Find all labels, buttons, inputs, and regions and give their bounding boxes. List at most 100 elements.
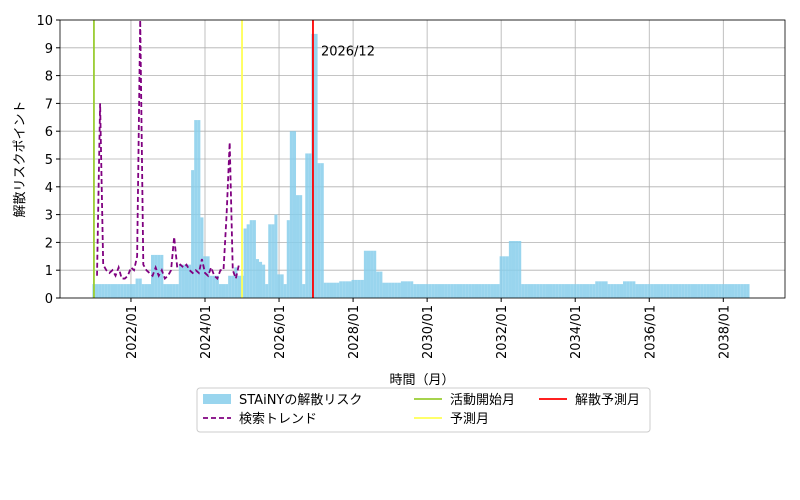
bar (672, 284, 676, 298)
bar (410, 281, 414, 298)
bar (471, 284, 475, 298)
bar (200, 217, 204, 298)
bar (663, 284, 667, 298)
bar (265, 284, 269, 298)
bar (416, 284, 420, 298)
bar (734, 284, 738, 298)
bar (203, 256, 207, 298)
bar (317, 163, 321, 298)
bar (218, 284, 222, 298)
bar (286, 220, 290, 298)
bar (181, 264, 185, 298)
bar (641, 284, 645, 298)
x-tick-label: 2024/01 (199, 305, 214, 359)
bar (360, 279, 364, 298)
bar (693, 284, 698, 298)
bar (144, 284, 148, 298)
bar (326, 282, 330, 298)
bar (314, 33, 318, 299)
bar (613, 284, 617, 298)
bar (579, 284, 583, 298)
bar (305, 153, 309, 298)
bar (727, 284, 732, 298)
bar (576, 284, 580, 298)
bar (333, 282, 337, 298)
bar (700, 284, 704, 298)
bar (234, 267, 238, 298)
bar (394, 282, 398, 298)
x-tick-label: 2030/01 (421, 305, 436, 359)
bar (586, 284, 590, 298)
bar (419, 284, 423, 298)
bar (138, 278, 142, 298)
bar (348, 281, 352, 298)
bar (215, 275, 219, 298)
legend-label: STAiNYの解散リスク (239, 393, 362, 408)
bar (746, 284, 750, 298)
bar (172, 284, 176, 298)
bar (573, 284, 577, 298)
bar (468, 284, 472, 298)
bar (197, 120, 201, 298)
bar (95, 284, 99, 298)
bar (274, 214, 278, 298)
bar (493, 284, 497, 298)
bar (370, 250, 374, 298)
bar (444, 284, 448, 298)
bar (629, 281, 633, 298)
bar (623, 281, 627, 298)
x-tick-label: 2022/01 (125, 305, 140, 359)
bar (339, 281, 343, 298)
bar (283, 284, 287, 298)
bar (225, 284, 229, 298)
bar (363, 250, 367, 298)
bar (478, 284, 482, 298)
bar (724, 284, 728, 298)
bar (376, 271, 380, 298)
bar (681, 284, 685, 298)
bar (715, 284, 719, 298)
bar (382, 282, 386, 298)
y-tick-label: 5 (45, 153, 53, 168)
bar (296, 195, 300, 298)
bar (499, 256, 503, 298)
bar (268, 224, 272, 298)
bar (635, 284, 639, 298)
bar (607, 284, 611, 298)
bar (644, 284, 648, 298)
bar (391, 282, 395, 298)
bar (712, 284, 716, 298)
bar (684, 284, 688, 298)
bar (669, 284, 673, 298)
bar (521, 284, 525, 298)
bar (604, 281, 608, 298)
bar (188, 264, 192, 298)
bar (638, 284, 642, 298)
bar (687, 284, 691, 298)
x-axis-label: 時間（月） (389, 373, 454, 388)
bar (453, 284, 457, 298)
bar (508, 241, 512, 298)
bar (456, 284, 460, 298)
bar (697, 284, 701, 298)
bar (542, 284, 546, 298)
bar (564, 284, 568, 298)
bar (653, 284, 657, 298)
bar (336, 282, 340, 298)
bar (740, 284, 744, 298)
bar (191, 170, 195, 298)
bar (589, 284, 593, 298)
bar (329, 282, 334, 298)
bar (703, 284, 707, 298)
y-tick-label: 2 (45, 236, 53, 251)
bar (675, 284, 679, 298)
bar (487, 284, 491, 298)
bar (206, 256, 210, 298)
bar (289, 131, 293, 298)
bar (113, 284, 118, 298)
bar (632, 281, 636, 298)
bar (302, 284, 306, 298)
bar (437, 284, 442, 298)
bar (379, 271, 383, 298)
